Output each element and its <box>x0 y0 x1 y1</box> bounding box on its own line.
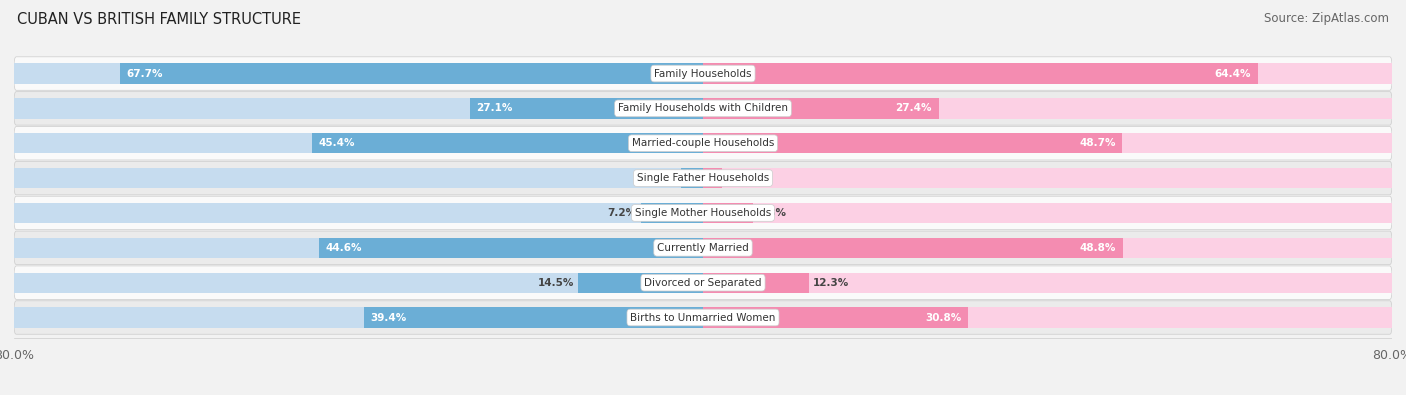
Bar <box>470 98 703 118</box>
Bar <box>14 64 703 84</box>
Text: 64.4%: 64.4% <box>1215 69 1251 79</box>
Bar <box>578 273 703 293</box>
Bar <box>703 203 1392 223</box>
Text: 14.5%: 14.5% <box>537 278 574 288</box>
Bar <box>703 133 1122 153</box>
Text: 48.8%: 48.8% <box>1080 243 1116 253</box>
FancyBboxPatch shape <box>14 92 1392 125</box>
FancyBboxPatch shape <box>14 196 1392 229</box>
Bar <box>14 133 703 153</box>
Bar <box>641 203 703 223</box>
Bar <box>703 168 1392 188</box>
Bar <box>703 238 1123 258</box>
Bar <box>312 133 703 153</box>
Bar <box>703 203 754 223</box>
Bar <box>703 238 1392 258</box>
Text: Single Father Households: Single Father Households <box>637 173 769 183</box>
Bar <box>703 64 1392 84</box>
Bar <box>703 273 1392 293</box>
Bar <box>14 273 703 293</box>
FancyBboxPatch shape <box>14 126 1392 160</box>
Text: Divorced or Separated: Divorced or Separated <box>644 278 762 288</box>
Text: Family Households with Children: Family Households with Children <box>619 103 787 113</box>
FancyBboxPatch shape <box>14 266 1392 299</box>
Bar <box>703 168 721 188</box>
Text: Single Mother Households: Single Mother Households <box>636 208 770 218</box>
Bar <box>703 98 939 118</box>
FancyBboxPatch shape <box>14 57 1392 90</box>
Bar <box>14 203 703 223</box>
FancyBboxPatch shape <box>14 231 1392 265</box>
Text: 7.2%: 7.2% <box>607 208 637 218</box>
Bar <box>120 64 703 84</box>
Text: 30.8%: 30.8% <box>925 312 962 322</box>
Text: Births to Unmarried Women: Births to Unmarried Women <box>630 312 776 322</box>
Text: 39.4%: 39.4% <box>371 312 406 322</box>
Bar <box>703 98 1392 118</box>
Bar <box>703 273 808 293</box>
Text: 27.4%: 27.4% <box>896 103 932 113</box>
Text: 12.3%: 12.3% <box>813 278 849 288</box>
Text: 44.6%: 44.6% <box>326 243 363 253</box>
Text: Currently Married: Currently Married <box>657 243 749 253</box>
Text: Married-couple Households: Married-couple Households <box>631 138 775 148</box>
Text: 45.4%: 45.4% <box>319 138 356 148</box>
Bar <box>14 98 703 118</box>
Bar <box>14 238 703 258</box>
Text: 48.7%: 48.7% <box>1078 138 1115 148</box>
Text: CUBAN VS BRITISH FAMILY STRUCTURE: CUBAN VS BRITISH FAMILY STRUCTURE <box>17 12 301 27</box>
Bar <box>14 168 703 188</box>
Bar <box>14 307 703 327</box>
Text: 5.8%: 5.8% <box>758 208 786 218</box>
Text: Source: ZipAtlas.com: Source: ZipAtlas.com <box>1264 12 1389 25</box>
Text: 27.1%: 27.1% <box>477 103 513 113</box>
Bar <box>703 307 969 327</box>
Text: Family Households: Family Households <box>654 69 752 79</box>
Bar <box>364 307 703 327</box>
Text: 2.2%: 2.2% <box>727 173 755 183</box>
FancyBboxPatch shape <box>14 162 1392 195</box>
Bar <box>703 133 1392 153</box>
Bar <box>319 238 703 258</box>
Bar <box>703 64 1257 84</box>
Bar <box>681 168 703 188</box>
Text: 2.6%: 2.6% <box>647 173 676 183</box>
Text: 67.7%: 67.7% <box>127 69 163 79</box>
Bar <box>703 307 1392 327</box>
FancyBboxPatch shape <box>14 301 1392 334</box>
